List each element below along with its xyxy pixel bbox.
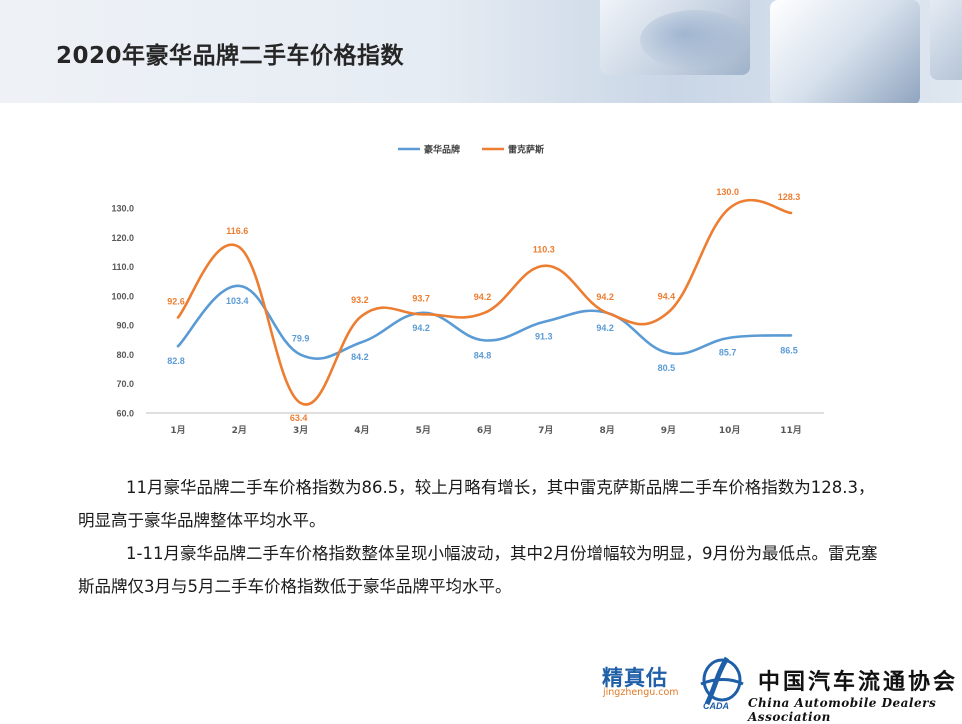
cada-abbr: CADA bbox=[703, 701, 729, 710]
page-title: 2020年豪华品牌二手车价格指数 bbox=[56, 43, 405, 69]
data-label: 93.2 bbox=[351, 295, 369, 305]
y-tick-label: 70.0 bbox=[116, 379, 134, 389]
y-tick-label: 80.0 bbox=[116, 350, 134, 360]
x-tick-label: 2月 bbox=[232, 425, 247, 436]
data-label: 85.7 bbox=[719, 348, 737, 358]
data-label: 94.2 bbox=[596, 323, 614, 333]
data-label: 63.4 bbox=[290, 413, 308, 423]
data-label: 82.8 bbox=[167, 356, 185, 366]
x-tick-label: 10月 bbox=[719, 425, 741, 436]
data-label: 91.3 bbox=[535, 331, 553, 341]
legend-label: 豪华品牌 bbox=[424, 144, 460, 156]
x-tick-label: 11月 bbox=[780, 425, 802, 436]
data-label: 128.3 bbox=[778, 192, 801, 202]
data-label: 94.2 bbox=[474, 292, 492, 302]
data-label: 103.4 bbox=[226, 296, 249, 306]
y-tick-label: 90.0 bbox=[116, 321, 134, 331]
decorative-cube bbox=[770, 0, 920, 103]
data-label: 94.4 bbox=[658, 291, 676, 301]
y-tick-label: 100.0 bbox=[111, 291, 134, 301]
data-label: 79.9 bbox=[292, 334, 310, 344]
data-label: 84.2 bbox=[351, 352, 369, 362]
decorative-cube bbox=[930, 0, 962, 80]
jingzhengu-logo: 精真估 bbox=[602, 666, 668, 690]
jingzhengu-url: jingzhengu.com bbox=[603, 687, 679, 698]
x-tick-label: 3月 bbox=[293, 425, 308, 436]
data-label: 93.7 bbox=[412, 293, 430, 303]
x-tick-label: 6月 bbox=[477, 425, 492, 436]
data-label: 94.2 bbox=[412, 323, 430, 333]
paragraph-2: 1-11月豪华品牌二手车价格指数整体呈现小幅波动，其中2月份增幅较为明显，9月份… bbox=[78, 537, 878, 603]
y-tick-label: 60.0 bbox=[116, 409, 134, 419]
data-label: 84.8 bbox=[474, 350, 492, 360]
y-tick-label: 130.0 bbox=[111, 204, 134, 214]
legend-label: 雷克萨斯 bbox=[508, 144, 544, 156]
x-tick-label: 7月 bbox=[538, 425, 553, 436]
org-name-chinese: 中国汽车流通协会 bbox=[758, 669, 959, 695]
line-chart: 60.0 70.0 80.0 90.0 100.0 110.0 120.0 130.0 1月 2月… bbox=[111, 144, 824, 436]
data-label: 94.2 bbox=[596, 292, 614, 302]
org-name-english: China Automobile Dealers Association bbox=[748, 696, 937, 724]
paragraph-1-text: 11月豪华品牌二手车价格指数为86.5，较上月略有增长，其中雷克萨斯品牌二手车价… bbox=[78, 478, 875, 530]
decorative-globe bbox=[640, 10, 750, 70]
x-tick-label: 9月 bbox=[661, 425, 676, 436]
cada-logo-icon: CADA bbox=[700, 656, 744, 710]
y-tick-label: 120.0 bbox=[111, 233, 134, 243]
x-tick-label: 5月 bbox=[416, 425, 431, 436]
series-line-luxury bbox=[176, 284, 793, 360]
x-tick-label: 4月 bbox=[354, 425, 369, 436]
paragraph-1: 11月豪华品牌二手车价格指数为86.5，较上月略有增长，其中雷克萨斯品牌二手车价… bbox=[78, 471, 878, 537]
data-label: 86.5 bbox=[780, 345, 798, 355]
data-label: 92.6 bbox=[167, 297, 185, 307]
x-tick-label: 1月 bbox=[170, 425, 185, 436]
paragraph-2-text: 1-11月豪华品牌二手车价格指数整体呈现小幅波动，其中2月份增幅较为明显，9月份… bbox=[78, 544, 878, 596]
data-label: 130.0 bbox=[716, 187, 739, 197]
data-label: 116.6 bbox=[226, 226, 248, 236]
y-tick-label: 110.0 bbox=[112, 262, 134, 272]
series-line-lexus bbox=[176, 198, 793, 406]
data-label: 80.5 bbox=[658, 363, 676, 373]
header-banner: 2020年豪华品牌二手车价格指数 bbox=[0, 0, 962, 103]
data-label: 110.3 bbox=[533, 245, 555, 255]
x-tick-label: 8月 bbox=[599, 425, 614, 436]
